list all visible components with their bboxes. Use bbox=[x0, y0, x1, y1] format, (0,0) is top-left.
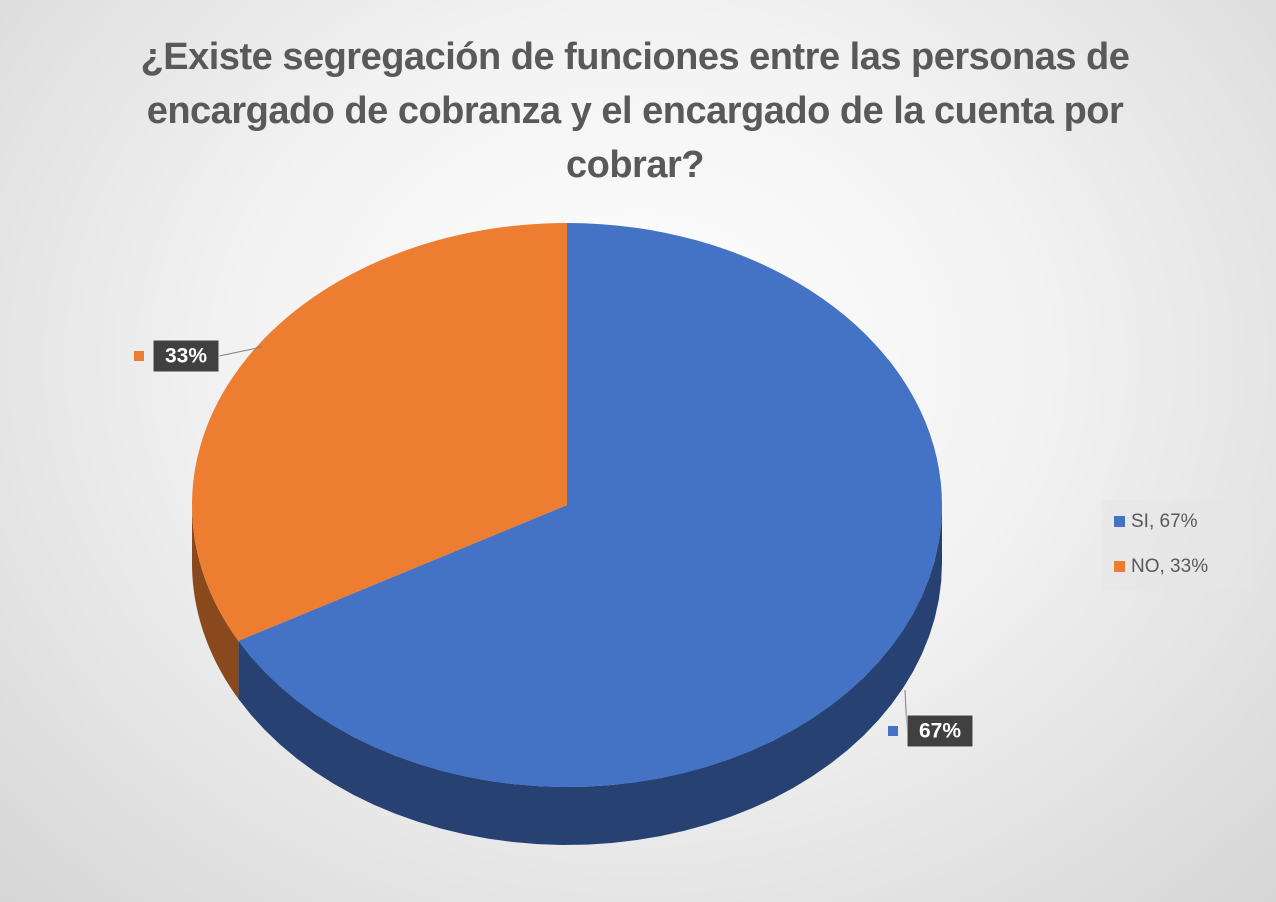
pie-slice bbox=[238, 223, 942, 788]
legend-label: NO, 33% bbox=[1131, 556, 1208, 577]
data-label-key bbox=[134, 351, 144, 361]
data-label-key bbox=[888, 726, 898, 736]
legend-key bbox=[1114, 516, 1125, 527]
legend-box bbox=[1102, 500, 1252, 590]
pie-slice bbox=[191, 223, 567, 641]
data-label-box bbox=[152, 339, 220, 373]
data-label: 33% bbox=[165, 345, 207, 368]
data-label: 67% bbox=[919, 720, 961, 743]
leader-line bbox=[218, 346, 263, 357]
data-label-box bbox=[906, 714, 974, 748]
pie-slice-side bbox=[192, 505, 239, 699]
chart-title: ¿Existe segregación de funciones entre l… bbox=[140, 36, 1130, 186]
legend-key bbox=[1114, 561, 1125, 572]
legend-label: SI, 67% bbox=[1131, 511, 1198, 532]
pie-slice-side bbox=[238, 505, 942, 845]
